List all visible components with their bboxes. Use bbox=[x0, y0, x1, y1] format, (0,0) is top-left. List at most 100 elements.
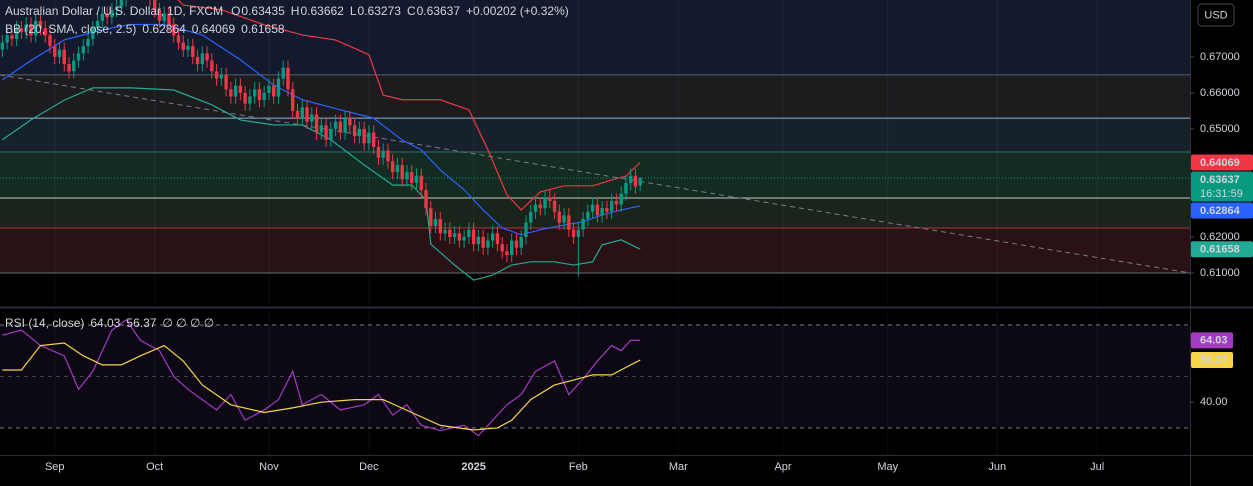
candle-body bbox=[314, 114, 319, 133]
candle-body bbox=[53, 46, 57, 57]
x-tick-label: May bbox=[877, 461, 898, 473]
rsi-line bbox=[2, 318, 641, 437]
rsi-tag-label: 64.03 bbox=[1200, 335, 1228, 347]
price-tag bbox=[1191, 154, 1253, 171]
candle-body bbox=[162, 13, 166, 21]
ohlc-label: O bbox=[231, 4, 240, 18]
candle-body bbox=[443, 229, 447, 234]
candle-body bbox=[167, 13, 171, 25]
candle-body bbox=[471, 229, 476, 245]
candle-body bbox=[448, 229, 452, 237]
zone bbox=[0, 151, 1190, 199]
x-tick-label: 2025 bbox=[461, 461, 485, 473]
y-tick-label: 40.00 bbox=[1200, 396, 1228, 408]
candle-body bbox=[19, 28, 24, 32]
candle-body bbox=[500, 244, 504, 252]
rsi-tag bbox=[1191, 332, 1233, 349]
candle-body bbox=[119, 0, 124, 7]
candle-body bbox=[495, 233, 500, 245]
candle-body bbox=[343, 118, 347, 133]
candle-body bbox=[57, 49, 62, 57]
candle-body bbox=[490, 233, 495, 241]
currency-box[interactable] bbox=[1197, 3, 1235, 27]
candle-body bbox=[414, 175, 419, 183]
candle-body bbox=[524, 222, 528, 237]
candle-body bbox=[291, 89, 295, 111]
candle-body bbox=[300, 107, 304, 119]
price-tag bbox=[1191, 202, 1253, 219]
candle-body bbox=[400, 164, 404, 180]
candle-body bbox=[519, 236, 523, 248]
price-tag-label: 0.63637 bbox=[1200, 174, 1240, 186]
x-tick-label: Jun bbox=[988, 461, 1006, 473]
candle-body bbox=[457, 233, 462, 241]
zone bbox=[0, 227, 1190, 273]
candle-body bbox=[238, 85, 243, 93]
candle-body bbox=[67, 64, 71, 72]
candle-body bbox=[633, 175, 638, 187]
candle-body bbox=[562, 215, 566, 223]
price-pane bbox=[0, 0, 1190, 305]
y-tick-label: 0.67000 bbox=[1200, 51, 1240, 63]
candle-body bbox=[191, 46, 195, 57]
candle-body bbox=[624, 182, 628, 194]
y-tick-label: 0.65000 bbox=[1200, 123, 1240, 135]
candle-body bbox=[586, 211, 590, 219]
candle-body bbox=[262, 92, 266, 101]
candle-body bbox=[571, 229, 576, 237]
candle-body bbox=[338, 121, 343, 133]
candle-body bbox=[219, 74, 224, 79]
candle-body bbox=[619, 193, 623, 205]
candle-body bbox=[371, 132, 376, 147]
candle-body bbox=[286, 67, 290, 90]
candle-body bbox=[233, 85, 238, 97]
indicator-extra: ∅ ∅ ∅ ∅ bbox=[162, 316, 214, 330]
candle-body bbox=[86, 38, 90, 47]
price-tag bbox=[1191, 171, 1253, 202]
x-tick-label: Oct bbox=[146, 461, 163, 473]
candle-body bbox=[181, 42, 185, 50]
candle-body bbox=[153, 0, 157, 11]
candle-body bbox=[252, 89, 257, 97]
candle-body bbox=[224, 74, 228, 90]
candle-body bbox=[319, 125, 323, 133]
candle-body bbox=[243, 92, 247, 104]
candle-body bbox=[324, 125, 328, 140]
indicator-name: BB (20, SMA, close, 2.5) bbox=[5, 22, 136, 36]
candle-body bbox=[38, 20, 43, 29]
candle-body bbox=[567, 215, 571, 230]
candle-body bbox=[429, 208, 433, 227]
candle-body bbox=[105, 13, 109, 18]
candle-body bbox=[195, 56, 200, 65]
candle-body bbox=[310, 114, 314, 122]
candle-body bbox=[348, 118, 352, 126]
candle-body bbox=[391, 161, 395, 173]
candle-body bbox=[210, 60, 214, 72]
ohlc-value: 0.63435 bbox=[241, 4, 285, 18]
candle-body bbox=[62, 49, 66, 65]
zone bbox=[0, 118, 1190, 152]
candle-body bbox=[81, 46, 85, 54]
candle-body bbox=[362, 128, 366, 144]
indicator-value: 0.62864 bbox=[142, 22, 186, 36]
candle-body bbox=[538, 204, 542, 209]
candle-body bbox=[638, 177, 642, 186]
candle-body bbox=[95, 20, 100, 29]
candle-body bbox=[295, 110, 300, 119]
candle-body bbox=[267, 85, 271, 93]
ohlc-value: 0.63637 bbox=[417, 4, 461, 18]
currency[interactable]: USD bbox=[1204, 9, 1227, 21]
candle-body bbox=[462, 236, 466, 241]
ohlc-value: 0.63662 bbox=[300, 4, 344, 18]
rsi-tag bbox=[1191, 352, 1233, 369]
candle-body bbox=[0, 42, 5, 50]
candle-body bbox=[281, 67, 285, 79]
countdown: 16:31:59 bbox=[1200, 188, 1243, 200]
candle-body bbox=[548, 197, 552, 201]
x-tick-label: Jul bbox=[1090, 461, 1104, 473]
x-tick-label: Feb bbox=[569, 461, 588, 473]
candle-body bbox=[467, 229, 471, 237]
bollinger-band bbox=[177, 0, 641, 211]
trend-line bbox=[0, 74, 1190, 274]
indicator-value: 0.64069 bbox=[192, 22, 236, 36]
